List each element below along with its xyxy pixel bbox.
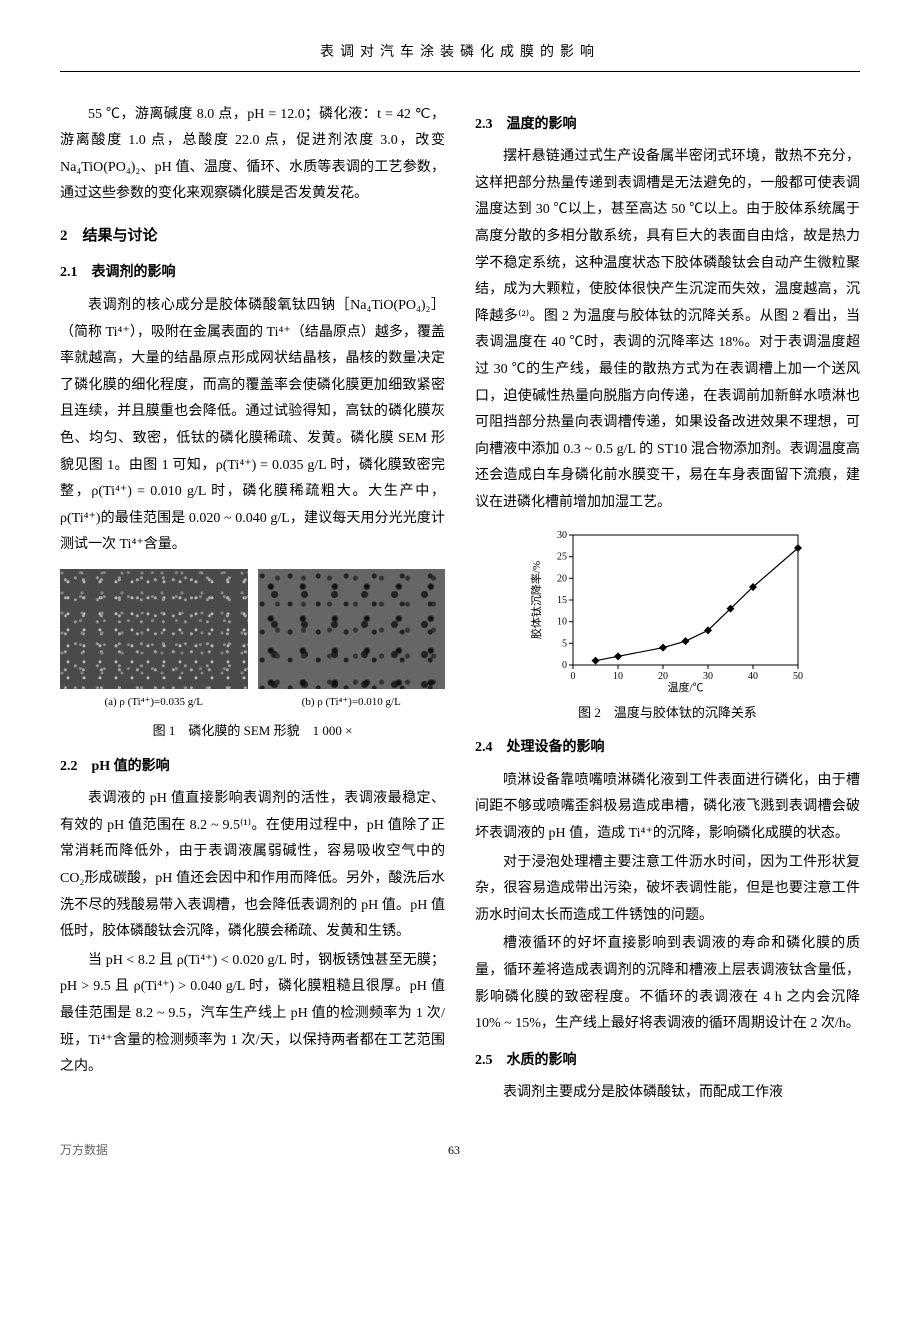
svg-text:30: 30 [557, 530, 567, 541]
figure-1-caption: 图 1 磷化膜的 SEM 形貌 1 000 × [60, 719, 445, 744]
svg-text:40: 40 [748, 671, 758, 682]
svg-text:10: 10 [557, 616, 567, 627]
intro-paragraph: 55 ℃，游离碱度 8.0 点，pH = 12.0；磷化液：t = 42 ℃，游… [60, 102, 445, 208]
line-chart-svg: 01020304050051015202530温度/℃胶体钛沉降率/% [528, 525, 808, 695]
section-2-4-heading: 2.4 处理设备的影响 [475, 735, 860, 762]
svg-text:50: 50 [793, 671, 803, 682]
figure-2-chart: 01020304050051015202530温度/℃胶体钛沉降率/% [475, 525, 860, 695]
p-2-4-a: 喷淋设备靠喷嘴喷淋磷化液到工件表面进行磷化，由于槽间距不够或喷嘴歪斜极易造成串槽… [475, 768, 860, 848]
section-2-2-heading: 2.2 pH 值的影响 [60, 754, 445, 781]
svg-text:25: 25 [557, 551, 567, 562]
p-2-4-b: 对于浸泡处理槽主要注意工件沥水时间，因为工件形状复杂，很容易造成带出污染，破坏表… [475, 850, 860, 930]
sem-image-b: (b) ρ (Ti⁴⁺)=0.010 g/L [258, 569, 446, 713]
p-2-2-b: 当 pH < 8.2 且 ρ(Ti⁴⁺) < 0.020 g/L 时，钢板锈蚀甚… [60, 948, 445, 1081]
p-2-4-c: 槽液循环的好坏直接影响到表调液的寿命和磷化膜的质量，循环差将造成表调剂的沉降和槽… [475, 931, 860, 1037]
page-footer: 万方数据 63 [60, 1139, 860, 1162]
running-title: 表调对汽车涂装磷化成膜的影响 [60, 40, 860, 72]
svg-text:5: 5 [562, 638, 567, 649]
sem-placeholder-a [60, 569, 248, 689]
page-number: 63 [108, 1139, 800, 1162]
section-2-5-heading: 2.5 水质的影响 [475, 1048, 860, 1075]
svg-text:20: 20 [557, 573, 567, 584]
left-column: 55 ℃，游离碱度 8.0 点，pH = 12.0；磷化液：t = 42 ℃，游… [60, 102, 445, 1109]
svg-text:15: 15 [557, 595, 567, 606]
sem-caption-b: (b) ρ (Ti⁴⁺)=0.010 g/L [258, 692, 446, 713]
p-2-3-a: 摆杆悬链通过式生产设备属半密闭式环境，散热不充分，这样把部分热量传递到表调槽是无… [475, 144, 860, 516]
figure-2-caption: 图 2 温度与胶体钛的沉降关系 [475, 701, 860, 726]
sem-image-a: (a) ρ (Ti⁴⁺)=0.035 g/L [60, 569, 248, 713]
section-2-heading: 2 结果与讨论 [60, 222, 445, 251]
svg-text:温度/℃: 温度/℃ [667, 680, 703, 694]
right-column: 2.3 温度的影响 摆杆悬链通过式生产设备属半密闭式环境，散热不充分，这样把部分… [475, 102, 860, 1109]
svg-text:胶体钛沉降率/%: 胶体钛沉降率/% [529, 560, 543, 638]
footer-source: 万方数据 [60, 1139, 108, 1162]
svg-text:10: 10 [613, 671, 623, 682]
svg-text:0: 0 [562, 660, 567, 671]
svg-text:20: 20 [658, 671, 668, 682]
two-column-layout: 55 ℃，游离碱度 8.0 点，pH = 12.0；磷化液：t = 42 ℃，游… [60, 102, 860, 1109]
p-2-2-a: 表调液的 pH 值直接影响表调剂的活性，表调液最稳定、有效的 pH 值范围在 8… [60, 786, 445, 946]
section-2-3-heading: 2.3 温度的影响 [475, 112, 860, 139]
p-2-5: 表调剂主要成分是胶体磷酸钛，而配成工作液 [475, 1080, 860, 1107]
section-2-1-heading: 2.1 表调剂的影响 [60, 260, 445, 287]
p-2-1: 表调剂的核心成分是胶体磷酸氧钛四钠［Na₄TiO(PO₄)₂］（简称 Ti⁴⁺）… [60, 293, 445, 559]
sem-placeholder-b [258, 569, 446, 689]
svg-text:0: 0 [570, 671, 575, 682]
figure-1-images: (a) ρ (Ti⁴⁺)=0.035 g/L (b) ρ (Ti⁴⁺)=0.01… [60, 569, 445, 713]
sem-caption-a: (a) ρ (Ti⁴⁺)=0.035 g/L [60, 692, 248, 713]
svg-text:30: 30 [703, 671, 713, 682]
